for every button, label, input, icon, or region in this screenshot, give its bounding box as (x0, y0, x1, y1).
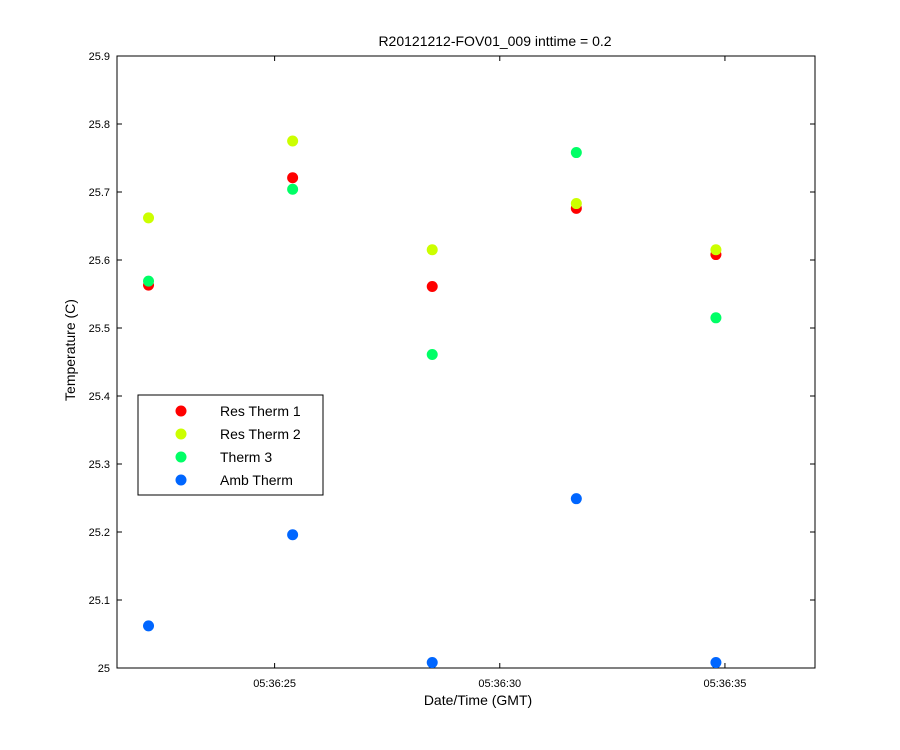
y-tick-label: 25.2 (89, 527, 110, 539)
legend-marker (175, 428, 187, 440)
legend: Res Therm 1 Res Therm 2 Therm 3 Amb Therm (137, 394, 324, 496)
data-point (426, 349, 438, 361)
legend-label: Amb Therm (220, 472, 293, 488)
legend-box (137, 394, 324, 496)
legend-marker (175, 405, 187, 417)
data-point (287, 135, 299, 147)
legend-label: Res Therm 1 (220, 403, 301, 419)
x-axis-label: Date/Time (GMT) (424, 692, 532, 708)
y-tick-label: 25.5 (89, 323, 110, 335)
y-tick-label: 25.1 (89, 595, 110, 607)
y-tick-label: 25.7 (89, 187, 110, 199)
y-axis-label: Temperature (C) (62, 299, 78, 401)
chart-title: R20121212-FOV01_009 inttime = 0.2 (378, 33, 611, 49)
y-axis: 25 25.1 25.2 25.3 25.4 25.5 25.6 25.7 25.8 25.9 (89, 51, 815, 675)
data-point (426, 244, 438, 256)
y-tick-label: 25.6 (89, 255, 110, 267)
data-points (143, 135, 722, 669)
x-tick-label: 05:36:30 (478, 678, 521, 690)
data-point (143, 212, 155, 224)
x-tick-label: 05:36:35 (704, 678, 747, 690)
x-tick-label: 05:36:25 (253, 678, 296, 690)
data-point (570, 147, 582, 159)
y-tick-label: 25.3 (89, 459, 110, 471)
data-point (287, 183, 299, 195)
y-tick-label: 25.8 (89, 119, 110, 131)
legend-marker (175, 474, 187, 486)
legend-label: Therm 3 (220, 449, 272, 465)
data-point (426, 657, 438, 669)
y-tick-label: 25.9 (89, 51, 110, 63)
y-tick-label: 25 (98, 663, 110, 675)
data-point (426, 281, 438, 293)
plot-area (116, 55, 816, 669)
data-point (710, 244, 722, 256)
data-point (570, 493, 582, 505)
data-point (287, 172, 299, 184)
data-point (143, 620, 155, 632)
x-axis: 05:36:25 05:36:30 05:36:35 (253, 56, 746, 690)
data-point (143, 275, 155, 287)
legend-marker (175, 451, 187, 463)
legend-label: Res Therm 2 (220, 426, 301, 442)
data-point (570, 198, 582, 210)
y-tick-label: 25.4 (89, 391, 110, 403)
data-point (710, 657, 722, 669)
data-point (287, 529, 299, 541)
data-point (710, 312, 722, 324)
